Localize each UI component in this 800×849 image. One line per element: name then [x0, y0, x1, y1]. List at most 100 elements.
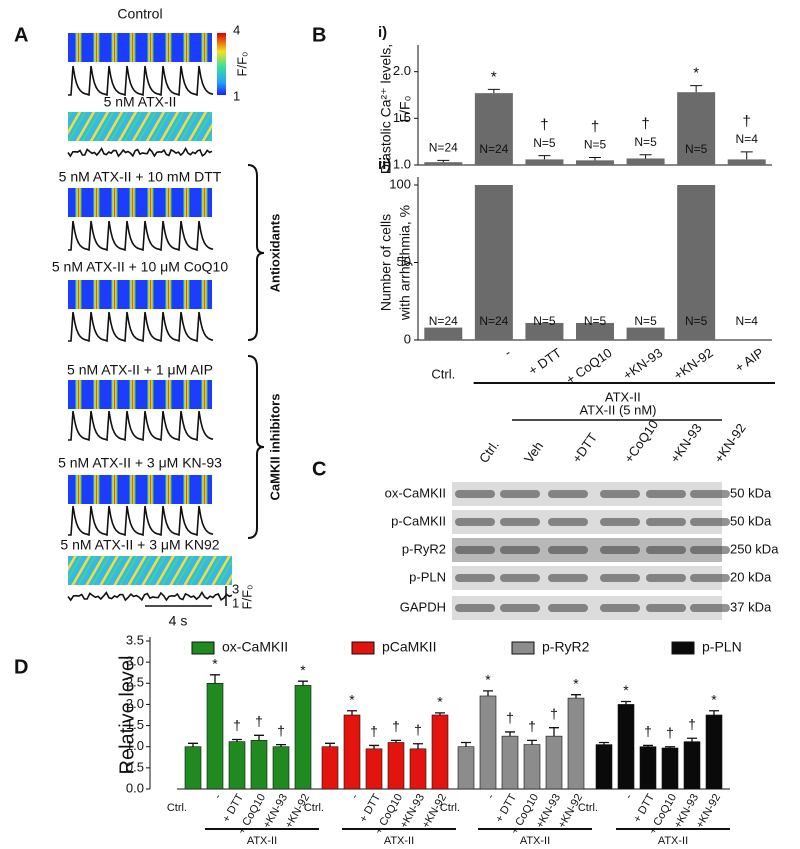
error-bar: [435, 712, 445, 715]
x-tick-label: +KN-93: [620, 345, 665, 383]
bar: [272, 746, 290, 790]
bar: [545, 735, 563, 790]
x-tick-label: -: [501, 345, 513, 360]
colorbar-min: 1: [233, 88, 240, 103]
calcium-trace: [68, 505, 214, 537]
error-bar: [621, 700, 631, 705]
size-label: 37 kDa: [730, 599, 772, 614]
significance-mark: †: [550, 705, 558, 721]
x-tick-label: -: [212, 792, 224, 801]
blot-band: [690, 490, 730, 498]
bar: [683, 741, 701, 790]
blot-band: [548, 546, 588, 554]
line-scan-image: [68, 475, 212, 504]
error-bar: [599, 741, 609, 745]
legend-label: p-RyR2: [542, 639, 590, 655]
bar: [474, 185, 513, 340]
blot-band: [600, 604, 640, 612]
bar: [525, 159, 564, 165]
x-tick-label: Ctrl.: [431, 366, 455, 381]
legend-label: pCaMKII: [382, 639, 436, 655]
y-tick-label: 1.5: [126, 717, 144, 732]
n-label: N=5: [685, 142, 708, 156]
error-bar: [298, 680, 308, 686]
bar: [626, 327, 665, 340]
blot-band: [500, 546, 540, 554]
error-bar: [369, 744, 379, 749]
x-tick-label: Ctrl.: [167, 802, 187, 814]
bar: [457, 746, 475, 790]
blot-band: [690, 518, 730, 526]
calcium-trace: [68, 220, 214, 252]
significance-mark: *: [300, 662, 306, 678]
n-label: N=5: [685, 314, 708, 328]
error-bar: [232, 738, 242, 742]
n-label: N=5: [584, 138, 607, 152]
scale-label: 4 s: [169, 613, 188, 629]
bar: [228, 741, 246, 790]
error-bar: [254, 734, 264, 741]
n-label: N=5: [634, 314, 657, 328]
bar: [525, 322, 564, 340]
group-label: CaMKII inhibitors: [267, 394, 282, 501]
bar: [626, 158, 665, 165]
error-bar: [276, 743, 286, 747]
significance-mark: †: [233, 717, 241, 733]
error-bar: [665, 746, 675, 748]
x-tick-label: + CoQ10: [563, 345, 615, 387]
bracket: [247, 355, 265, 539]
calcium-trace: [68, 410, 214, 442]
blot-band: [600, 546, 640, 554]
line-scan-image: [68, 33, 212, 62]
significance-mark: †: [414, 721, 422, 737]
calcium-trace: [68, 311, 214, 343]
blot-band: [455, 546, 495, 554]
size-label: 50 kDa: [730, 513, 772, 528]
y-tick-label: 100: [389, 176, 411, 191]
scale-label: F/F₀: [239, 585, 254, 610]
bar: [321, 746, 339, 790]
y-tick-label: 2.5: [126, 675, 144, 690]
significance-mark: †: [255, 713, 263, 729]
n-label: N=4: [736, 132, 759, 146]
y-tick-label: 1.0: [393, 156, 411, 171]
lane-label: +CoQ10: [621, 417, 661, 466]
error-bar: [483, 690, 493, 696]
error-bar: [437, 159, 450, 163]
bar: [677, 92, 716, 165]
lane-label: +DTT: [569, 430, 600, 466]
scale-label: 1: [232, 595, 239, 610]
legend-marker: [511, 641, 535, 655]
line-scan-image: [68, 188, 212, 217]
bar: [576, 160, 614, 165]
y-tick-label: 3.5: [126, 632, 144, 647]
condition-label: 5 nM ATX-II + 1 μM AIP: [67, 362, 213, 378]
subplot-label: ii): [378, 156, 391, 173]
group-label: ATX-II: [605, 389, 641, 404]
blot-band: [455, 518, 495, 526]
x-tick-label: Ctrl.: [578, 802, 598, 814]
y-axis-title: with arrhythmia, %: [397, 205, 413, 321]
bar: [206, 682, 224, 790]
colorbar: [217, 33, 226, 95]
colorbar-label: F/F₀: [234, 52, 249, 77]
n-label: N=24: [479, 314, 508, 328]
blot-band: [548, 604, 588, 612]
significance-mark: †: [743, 113, 751, 130]
calcium-trace: [67, 590, 233, 602]
line-scan-image: [68, 280, 212, 309]
blot-band: [500, 574, 540, 582]
error-bar: [687, 737, 697, 742]
error-bar: [391, 739, 401, 743]
x-tick-label: Ctrl.: [440, 802, 460, 814]
x-tick-label: +KN-92: [671, 345, 716, 383]
legend-label: ox-CaMKII: [222, 639, 288, 655]
significance-mark: *: [212, 656, 218, 672]
y-axis-title: Relative level: [116, 656, 138, 775]
error-bar: [347, 710, 357, 715]
bracket: [247, 164, 265, 341]
blot-band: [600, 490, 640, 498]
significance-mark: *: [693, 65, 699, 82]
blot-band: [500, 490, 540, 498]
